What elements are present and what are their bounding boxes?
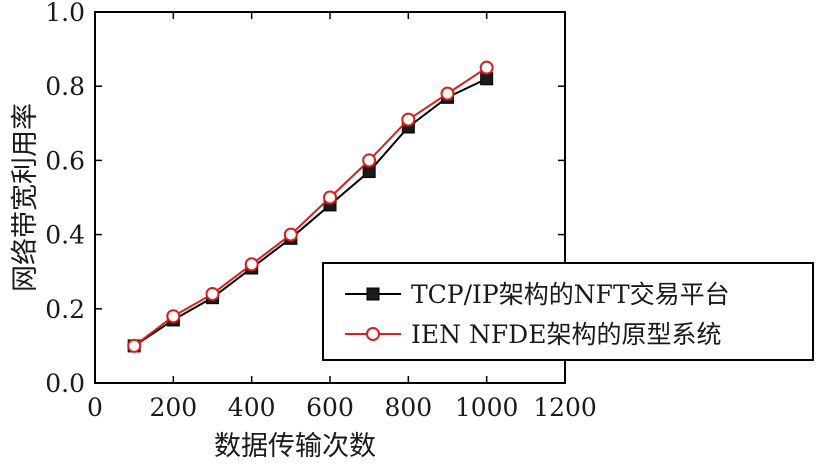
y-tick-label: 0.6 [45, 146, 85, 175]
series-line [133, 66, 488, 347]
data-point [244, 257, 259, 272]
plot-layer: 0 200 400 600 800 1000 1200 0.0 0.2 0.4 0.6 0.8 1.0 数… [10, 0, 597, 462]
x-tick-label: 0 [87, 393, 103, 422]
y-tick-label: 0.4 [45, 221, 85, 250]
y-tick-label: 1.0 [45, 0, 85, 27]
data-point [440, 86, 455, 101]
legend-label: TCP/IP架构的NFT交易平台 [411, 280, 730, 309]
data-point [479, 60, 494, 75]
data-point [401, 112, 416, 127]
x-tick-label: 800 [384, 393, 432, 422]
x-tick-label: 400 [228, 393, 276, 422]
data-point [166, 309, 181, 324]
legend-item: TCP/IP架构的NFT交易平台 [345, 280, 730, 309]
legend-marker [366, 327, 380, 341]
x-axis-title: 数据传输次数 [214, 431, 376, 462]
data-point [283, 227, 298, 242]
data-point [127, 338, 142, 353]
data-point [362, 153, 377, 168]
legend-item: IEN NFDE架构的原型系统 [345, 320, 721, 349]
y-axis-title: 网络带宽利用率 [10, 103, 41, 292]
x-tick-label: 1200 [533, 393, 597, 422]
series-2 [127, 60, 494, 353]
legend: TCP/IP架构的NFT交易平台 IEN NFDE架构的原型系统 [322, 262, 814, 361]
y-tick-label: 0.2 [45, 295, 85, 324]
legend-box [322, 262, 814, 361]
x-tick-label: 1000 [455, 393, 519, 422]
y-tick-label: 0.0 [45, 369, 85, 398]
x-tick-label: 600 [306, 393, 354, 422]
legend-label: IEN NFDE架构的原型系统 [411, 320, 721, 349]
data-point [323, 190, 337, 205]
legend-marker [366, 287, 380, 301]
data-point [205, 286, 220, 301]
series-line [133, 77, 488, 347]
x-tick-label: 200 [149, 393, 197, 422]
y-tick-label: 0.8 [45, 72, 85, 101]
